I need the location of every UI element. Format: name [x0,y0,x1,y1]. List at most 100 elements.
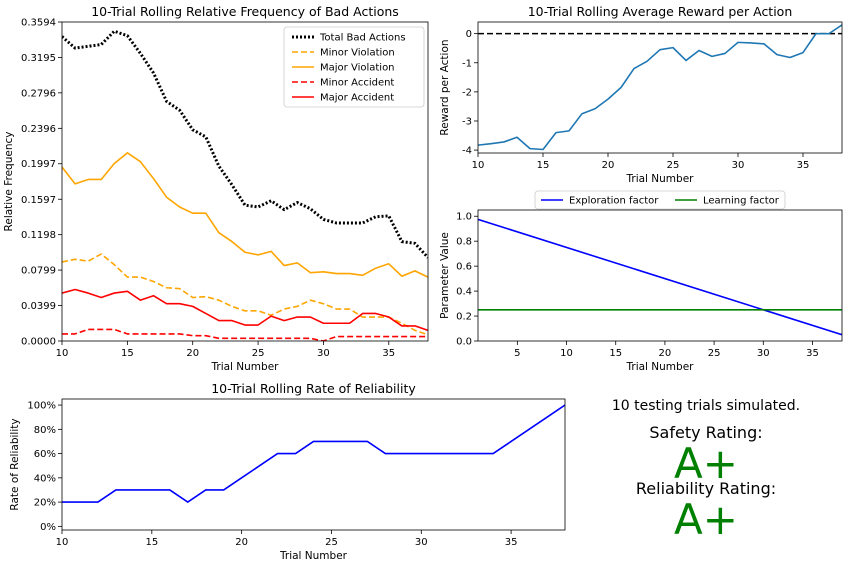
x-tick-label: 15 [121,348,134,359]
y-axis-label: Parameter Value [439,232,451,319]
series-line-0 [478,24,842,151]
y-axis-label: Reward per Action [439,39,451,135]
y-tick-label: 0 [466,29,472,40]
y-tick-label: 0.8 [456,237,472,248]
x-tick-label: 35 [797,160,810,171]
series-line-total-bad-actions [62,29,428,259]
x-tick-label: 15 [609,348,622,359]
x-tick-label: 20 [602,160,615,171]
x-tick-label: 15 [145,537,158,548]
y-tick-label: 0.4 [456,287,472,298]
series-line-minor-accident [62,328,428,341]
rating-summary: 10 testing trials simulated. Safety Rati… [590,398,822,542]
y-tick-label: 40% [34,473,56,484]
y-tick-label: 0.2 [456,312,472,323]
axes-frame [61,398,566,531]
axes-frame [477,209,843,342]
x-axis-label: Trial Number [626,173,695,185]
y-tick-label: 0.3195 [21,53,56,64]
x-tick-label: 35 [806,348,819,359]
chart-reliability: 10-Trial Rolling Rate of Reliability 10 15… [9,381,566,562]
legend-box [534,190,786,210]
x-axis-label: Trial Number [211,361,280,373]
y-tick-label: 0.1997 [21,159,56,170]
y-tick-label: 60% [34,449,56,460]
legend-entry: Minor Violation [320,48,395,59]
y-tick-label: 20% [34,498,56,509]
y-axis-label: Relative Frequency [3,132,15,232]
y-tick-label: 80% [34,425,56,436]
x-tick-label: 30 [757,348,770,359]
y-tick-label: -1 [462,58,472,69]
legend: Exploration factor Learning factor [534,190,786,210]
x-tick-label: 20 [186,348,199,359]
x-tick-label: 25 [325,537,338,548]
y-tick-label: 0% [40,522,56,533]
chart-title: 10-Trial Rolling Rate of Reliability [211,381,416,396]
series-line-major-accident [62,288,428,332]
series-line-0 [62,404,565,503]
y-tick-label: 0.0399 [21,301,56,312]
plot-area [62,404,565,503]
x-tick-label: 30 [317,348,330,359]
x-tick-label: 30 [732,160,745,171]
legend: Total Bad Actions Minor Violation Major Vi… [283,26,425,108]
series-line-exploration-factor [478,218,842,336]
x-tick-label: 25 [252,348,265,359]
chart-title: 10-Trial Rolling Relative Frequency of B… [91,4,399,19]
legend-entry: Exploration factor [569,196,659,207]
y-tick-label: 1.0 [456,212,472,223]
y-tick-label: 0.2396 [21,124,56,135]
x-tick-label: 25 [708,348,721,359]
legend-entry: Major Violation [320,63,395,74]
plot-area [478,218,842,336]
x-tick-label: 35 [382,348,395,359]
x-tick-label: 10 [472,160,485,171]
chart-reward: 10-Trial Rolling Average Reward per Acti… [439,4,843,185]
legend-entry: Major Accident [320,93,394,104]
y-axis-label: Rate of Reliability [9,418,21,510]
chart-bad_actions: 10-Trial Rolling Relative Frequency of B… [3,4,429,373]
reliability-rating-grade: A+ [674,495,738,544]
y-tick-label: 0.2796 [21,88,56,99]
legend-box [283,26,425,108]
safety-rating-label: Safety Rating: [649,423,763,442]
legend-entry: Total Bad Actions [319,33,406,44]
y-tick-label: 0.1597 [21,195,56,206]
x-tick-label: 5 [514,348,520,359]
y-tick-label: -3 [462,116,472,127]
x-axis-label: Trial Number [626,361,695,373]
y-tick-label: 0.0 [456,337,472,348]
y-tick-label: 0.3594 [21,18,56,29]
x-tick-label: 30 [415,537,428,548]
x-tick-label: 20 [659,348,672,359]
chart-title: 10-Trial Rolling Average Reward per Acti… [528,4,793,19]
y-tick-label: 0.1198 [21,230,56,241]
x-tick-label: 10 [56,537,69,548]
y-tick-label: -2 [462,87,472,98]
y-tick-label: 100% [27,401,56,412]
x-tick-label: 15 [537,160,550,171]
x-tick-label: 35 [505,537,518,548]
legend-entry: Learning factor [703,196,780,207]
x-tick-label: 10 [560,348,573,359]
y-tick-label: -4 [462,146,472,157]
legend-entry: Minor Accident [320,78,394,89]
x-tick-label: 20 [235,537,248,548]
x-axis-label: Trial Number [279,550,348,562]
y-tick-label: 0.0000 [21,337,56,348]
x-tick-label: 10 [56,348,69,359]
axes-frame [61,21,429,342]
series-line-major-violation [62,152,428,278]
chart-parameters: 5 10 15 20 25 30 35 0.0 0.2 0.4 0.6 0.8 1.0 Trial Num… [439,190,843,373]
reliability-rating-label: Reliability Rating: [635,479,777,498]
trials-simulated-text: 10 testing trials simulated. [611,398,801,414]
axes-frame [477,21,843,154]
y-tick-label: 0.0799 [21,266,56,277]
x-tick-label: 25 [667,160,680,171]
plot-area [62,29,428,341]
series-line-minor-violation [62,253,428,336]
safety-rating-grade: A+ [674,439,738,488]
plot-area [478,24,842,151]
